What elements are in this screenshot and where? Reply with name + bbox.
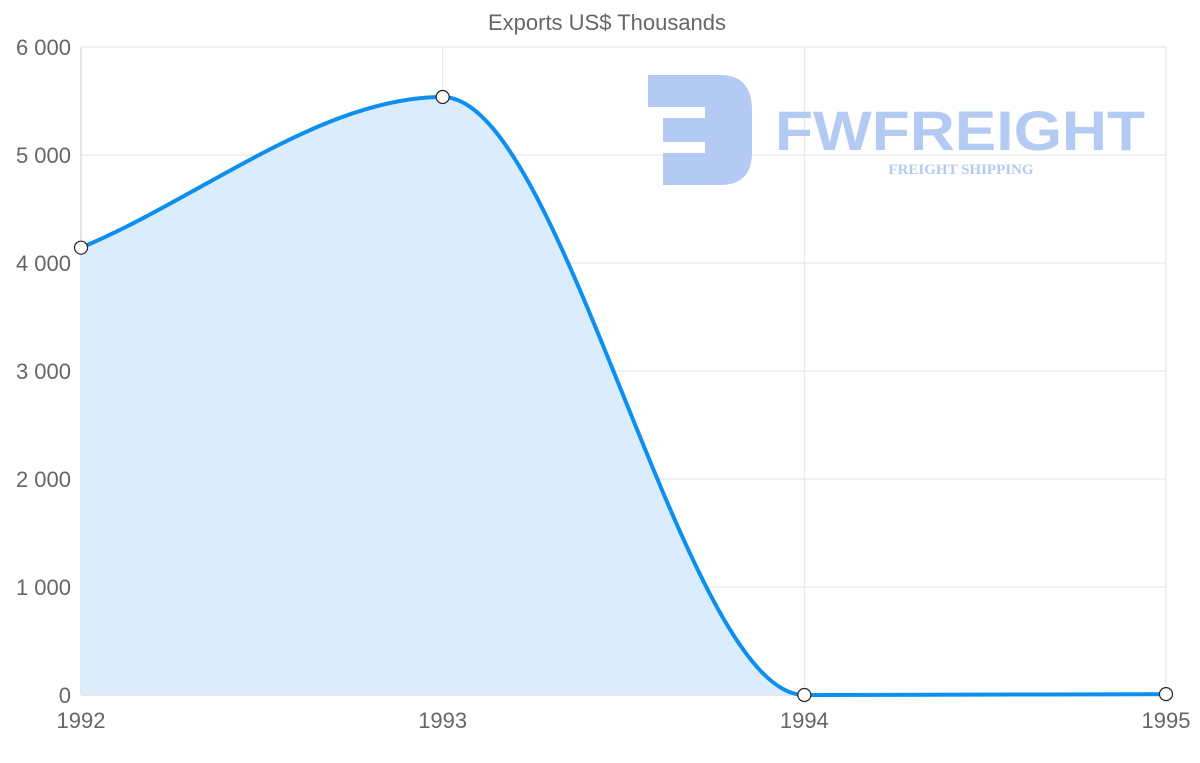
y-tick-label: 4 000 (16, 251, 71, 276)
data-point-1995[interactable] (1158, 687, 1174, 702)
watermark-tagline: FREIGHT SHIPPING (888, 162, 1033, 178)
y-tick-label: 1 000 (16, 575, 71, 600)
y-tick-label: 6 000 (16, 35, 71, 60)
y-tick-label: 2 000 (16, 467, 71, 492)
y-tick-label: 3 000 (16, 359, 71, 384)
y-tick-label: 0 (59, 683, 71, 708)
data-point-1994[interactable] (797, 687, 812, 703)
logo-mark-icon (648, 75, 752, 185)
y-tick-label: 5 000 (16, 143, 71, 168)
x-tick-label: 1993 (418, 708, 467, 733)
data-point-1992[interactable] (73, 240, 89, 255)
x-tick-label: 1994 (780, 708, 829, 733)
watermark-brand: FWFREIGHT (775, 99, 1145, 162)
series-line (80, 95, 1167, 698)
x-tick-label: 1992 (57, 708, 106, 733)
x-tick-label: 1995 (1142, 708, 1191, 733)
fwfreight-watermark-logo: FWFREIGHT FREIGHT SHIPPING (648, 75, 1145, 185)
data-point-1993[interactable] (435, 89, 450, 105)
chart-title: Exports US$ Thousands (488, 10, 726, 35)
